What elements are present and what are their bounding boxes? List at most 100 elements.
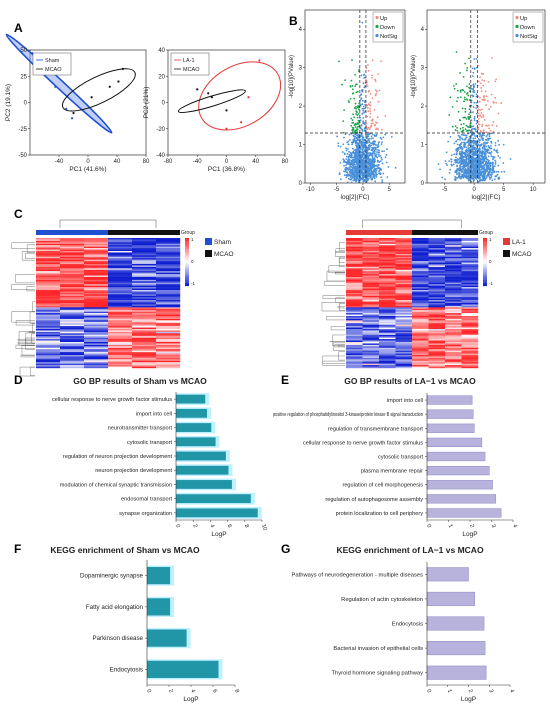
bar-category-label: neurotransmitter transport xyxy=(108,426,173,432)
point-notsig xyxy=(356,167,358,170)
heatmap-cell xyxy=(412,258,429,260)
heatmap-cell xyxy=(379,258,396,260)
heatmap-cell xyxy=(362,340,380,343)
volcano-points xyxy=(437,51,512,183)
heatmap-cell xyxy=(346,329,363,331)
heatmap-cell xyxy=(445,346,462,348)
point-notsig xyxy=(484,168,486,171)
heatmap-cell xyxy=(395,242,413,244)
point-up xyxy=(375,93,377,95)
point-notsig xyxy=(480,161,483,163)
heatmap-cell xyxy=(60,248,85,250)
heatmap-cell xyxy=(362,281,380,283)
point-notsig xyxy=(372,175,375,178)
group-label: Group xyxy=(479,230,493,236)
point-notsig xyxy=(349,178,351,181)
heatmap-cell xyxy=(379,317,396,320)
point-notsig xyxy=(373,168,376,171)
point-down xyxy=(354,123,357,126)
point-down xyxy=(351,88,354,91)
point-notsig xyxy=(361,145,364,148)
heatmap-cell xyxy=(362,359,380,361)
point-notsig xyxy=(360,141,363,144)
heatmap-cell xyxy=(428,281,446,283)
point-notsig xyxy=(386,148,388,151)
heatmap-cell xyxy=(412,239,429,242)
point-down xyxy=(462,122,465,125)
bar-category-label: cytosolic transport xyxy=(127,440,173,446)
point-notsig xyxy=(472,176,475,179)
heatmap-cell xyxy=(428,282,446,285)
point-down xyxy=(454,129,457,132)
heatmap-cell xyxy=(362,242,380,244)
x-axis-label: LogP xyxy=(211,531,226,538)
point-notsig xyxy=(470,162,473,165)
heatmap-cell xyxy=(428,253,446,256)
heatmap-cell xyxy=(60,262,85,265)
point-notsig xyxy=(486,161,489,164)
heatmap-cell xyxy=(108,331,133,334)
heatmap-cell xyxy=(412,362,429,364)
point-notsig xyxy=(370,137,373,140)
point-up xyxy=(497,112,500,115)
heatmap-cell xyxy=(36,327,61,330)
point-down xyxy=(456,100,458,102)
color-scale-step xyxy=(185,247,189,250)
bar-4 xyxy=(426,437,483,448)
heatmap-cell xyxy=(108,330,133,333)
heatmap-cell xyxy=(132,275,157,278)
point-notsig xyxy=(370,177,373,180)
heatmap-cell xyxy=(428,259,446,262)
heatmap-cell xyxy=(346,327,363,330)
heatmap-cell xyxy=(84,311,109,314)
point-notsig xyxy=(480,170,483,173)
point-notsig xyxy=(490,171,493,174)
heatmap-cell xyxy=(84,333,109,335)
point-notsig xyxy=(464,134,467,137)
heatmap-cell xyxy=(461,281,479,283)
heatmap-cell xyxy=(156,300,181,302)
heatmap-cell xyxy=(379,329,396,331)
heatmap-cell xyxy=(346,355,363,357)
point-up xyxy=(477,112,480,115)
point-notsig xyxy=(353,178,356,181)
point-notsig xyxy=(470,125,473,128)
color-scale xyxy=(483,238,487,287)
point-notsig xyxy=(345,176,348,179)
point-notsig xyxy=(450,154,453,157)
heatmap-cell xyxy=(346,326,363,328)
point-notsig xyxy=(485,164,488,167)
heatmap-cell xyxy=(362,363,380,366)
point-notsig xyxy=(355,151,358,154)
heatmap-cell xyxy=(84,316,109,318)
point-notsig xyxy=(355,154,358,156)
point-notsig xyxy=(456,143,459,146)
point-notsig xyxy=(485,145,488,148)
point-down xyxy=(351,128,354,131)
heatmap-cell xyxy=(108,246,133,249)
heatmap-cell xyxy=(412,314,429,317)
heatmap-cell xyxy=(132,314,157,317)
pca-point-sham-5 xyxy=(70,117,74,120)
point-up xyxy=(384,115,387,117)
point-notsig xyxy=(471,130,473,133)
heatmap-cell xyxy=(395,336,413,338)
group-bar-mcao xyxy=(108,230,180,235)
heatmap-cell xyxy=(60,316,85,318)
heatmap-cell xyxy=(346,333,363,335)
bar-6 xyxy=(176,465,229,475)
x-axis-label: LogP xyxy=(462,531,477,538)
heatmap-cell xyxy=(60,337,85,340)
point-notsig xyxy=(383,150,385,153)
point-notsig xyxy=(378,164,380,166)
y-tick-label: 4 xyxy=(421,27,425,33)
heatmap-cell xyxy=(445,326,462,328)
heatmap-cell xyxy=(379,304,396,307)
heatmap-cell xyxy=(445,295,462,298)
point-up xyxy=(380,60,383,63)
heatmap-cell xyxy=(428,323,446,325)
x-tick-label: 3 xyxy=(487,689,494,694)
point-notsig xyxy=(349,163,352,166)
dendrogram-branch xyxy=(25,253,35,259)
heatmap-cell xyxy=(461,272,479,275)
